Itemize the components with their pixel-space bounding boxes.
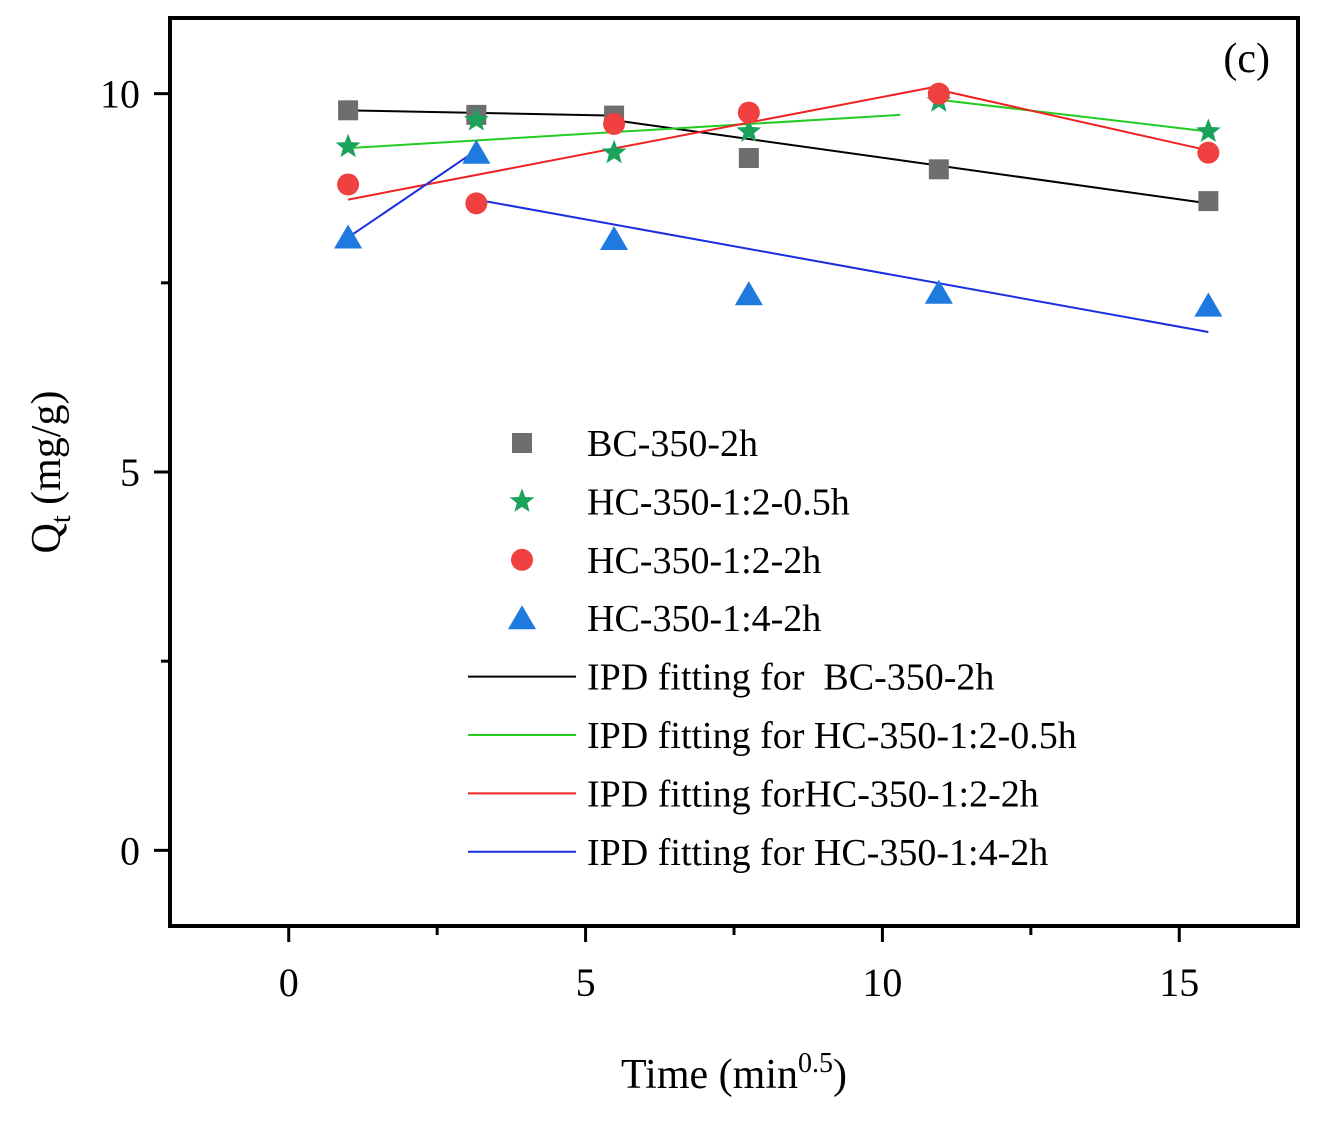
- axes-layer: 0 5 10 15 0 5 10: [100, 72, 1199, 1005]
- legend-label: IPD fitting forHC-350-1:2-2h: [587, 773, 1039, 815]
- data-point-circle: [737, 101, 760, 124]
- fit-line-segment: [347, 85, 940, 201]
- data-point-triangle: [734, 281, 763, 306]
- x-tick-label: 0: [279, 960, 299, 1005]
- legend-label: HC-350-1:4-2h: [587, 598, 821, 640]
- data-point-star: [335, 133, 361, 158]
- legend-label: HC-350-1:2-2h: [587, 540, 821, 582]
- data-point-triangle: [600, 225, 629, 250]
- data-point-star: [736, 118, 762, 143]
- data-point-circle: [465, 192, 488, 215]
- x-axis-title: Time (min0.5): [621, 1048, 847, 1098]
- y-tick-label: 5: [120, 450, 140, 495]
- fit-line-segment: [938, 88, 1209, 152]
- legend-label: IPD fitting for BC-350-2h: [587, 657, 994, 699]
- data-point-circle: [927, 82, 950, 105]
- data-point-square: [928, 159, 949, 180]
- legend: BC-350-2h HC-350-1:2-0.5h HC-350-1:2-2h HC-…: [468, 423, 1077, 874]
- data-point-star: [463, 107, 489, 131]
- legend-marker-circle: [511, 548, 533, 571]
- legend-marker-square: [512, 433, 532, 453]
- data-point-star: [1195, 118, 1221, 143]
- y-tick-label: 10: [100, 72, 140, 117]
- fit-line-segment: [348, 113, 901, 150]
- fit-line-segment: [476, 198, 1209, 334]
- legend-label: HC-350-1:2-0.5h: [587, 481, 850, 523]
- fit-line-segment: [347, 149, 477, 239]
- fit-line-segment: [613, 119, 1209, 205]
- legend-marker-star: [509, 488, 535, 512]
- fit-line-segment: [938, 98, 1209, 133]
- data-point-square: [338, 100, 359, 121]
- data-point-circle: [337, 173, 360, 196]
- panel-label: (c): [1223, 36, 1270, 82]
- x-tick-label: 5: [576, 960, 596, 1005]
- y-axis-title: Qt (mg/g): [24, 391, 77, 554]
- data-point-triangle: [924, 279, 953, 304]
- data-point-circle: [1197, 141, 1220, 164]
- data-point-circle: [603, 112, 626, 135]
- data-point-star: [601, 139, 627, 164]
- data-point-triangle: [334, 224, 363, 249]
- legend-label: IPD fitting for HC-350-1:4-2h: [587, 832, 1048, 874]
- x-tick-label: 15: [1159, 960, 1199, 1005]
- legend-marker-triangle: [507, 605, 537, 630]
- data-point-square: [738, 147, 759, 168]
- x-tick-label: 10: [862, 960, 902, 1005]
- data-point-triangle: [1194, 292, 1223, 317]
- data-points-layer: [334, 82, 1223, 317]
- data-point-triangle: [462, 139, 491, 164]
- legend-label: BC-350-2h: [587, 423, 758, 465]
- y-tick-label: 0: [120, 828, 140, 873]
- legend-label: IPD fitting for HC-350-1:2-0.5h: [587, 715, 1077, 757]
- data-point-square: [1198, 191, 1219, 212]
